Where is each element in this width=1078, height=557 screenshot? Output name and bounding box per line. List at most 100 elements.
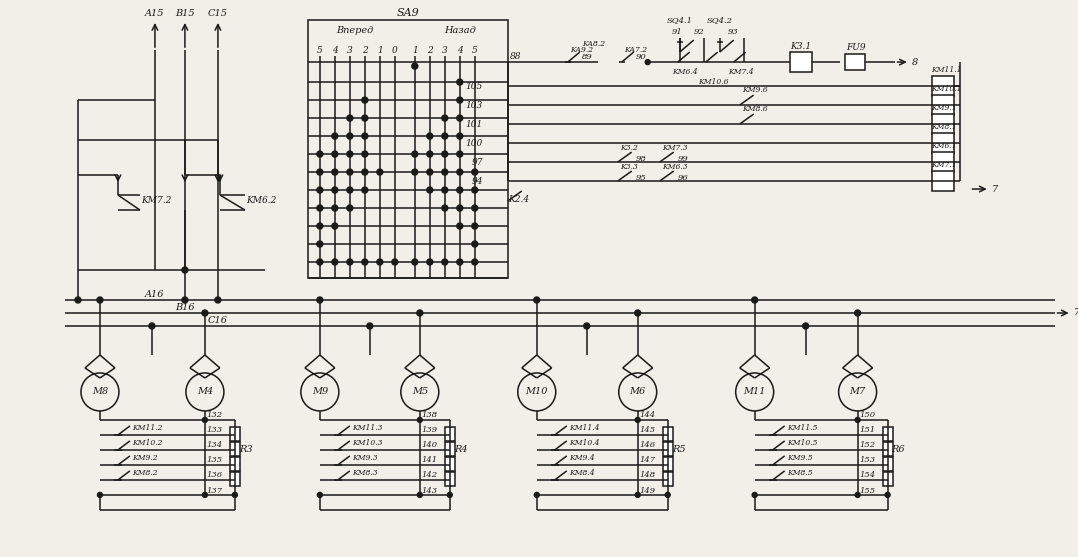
Text: 145: 145	[639, 426, 655, 434]
Circle shape	[472, 169, 478, 175]
Text: 153: 153	[859, 456, 875, 464]
Text: 151: 151	[859, 426, 875, 434]
Text: 3: 3	[442, 46, 447, 55]
Circle shape	[332, 133, 337, 139]
Circle shape	[391, 259, 398, 265]
Text: M8: M8	[92, 388, 108, 397]
Circle shape	[301, 373, 338, 411]
Text: 5: 5	[472, 46, 478, 55]
Text: SA9: SA9	[397, 8, 419, 18]
Circle shape	[635, 310, 640, 316]
Circle shape	[752, 492, 757, 497]
Circle shape	[472, 187, 478, 193]
Circle shape	[855, 310, 860, 316]
Text: SQ4.2: SQ4.2	[707, 16, 733, 24]
Text: 2: 2	[427, 46, 432, 55]
Circle shape	[885, 492, 890, 497]
Text: 132: 132	[207, 411, 223, 419]
Text: 99: 99	[678, 155, 689, 163]
Circle shape	[457, 169, 462, 175]
Circle shape	[457, 79, 462, 85]
Text: R6: R6	[892, 446, 906, 455]
Text: KM9.2: KM9.2	[132, 454, 157, 462]
Circle shape	[332, 205, 337, 211]
Bar	[445, 442, 455, 456]
Bar	[663, 427, 673, 441]
Circle shape	[457, 259, 462, 265]
Circle shape	[457, 151, 462, 157]
Circle shape	[735, 373, 774, 411]
Text: KM8.6: KM8.6	[742, 105, 768, 113]
Text: K2.4: K2.4	[508, 194, 529, 203]
Text: M11: M11	[744, 388, 765, 397]
Text: KM10.5: KM10.5	[787, 439, 817, 447]
Circle shape	[347, 205, 353, 211]
Text: KM6.1: KM6.1	[931, 142, 957, 150]
Circle shape	[457, 97, 462, 103]
Text: KM8.2: KM8.2	[132, 469, 157, 477]
Text: 7: 7	[1074, 309, 1078, 317]
Text: 136: 136	[207, 471, 223, 479]
Text: 105: 105	[466, 81, 483, 91]
Text: KM9.3: KM9.3	[351, 454, 377, 462]
Text: 4: 4	[332, 46, 337, 55]
Text: 133: 133	[207, 426, 223, 434]
Circle shape	[517, 373, 556, 411]
Circle shape	[215, 297, 221, 303]
Text: 101: 101	[466, 120, 483, 129]
Text: 141: 141	[421, 456, 438, 464]
Circle shape	[75, 297, 81, 303]
Circle shape	[332, 259, 337, 265]
Text: 140: 140	[421, 441, 438, 449]
Text: KM9.4: KM9.4	[569, 454, 594, 462]
Circle shape	[347, 187, 353, 193]
Text: KM7.4: KM7.4	[728, 68, 754, 76]
Circle shape	[442, 205, 447, 211]
Text: 146: 146	[639, 441, 655, 449]
Text: KM7.1: KM7.1	[931, 161, 957, 169]
Text: 7: 7	[992, 184, 998, 193]
Text: R4: R4	[454, 446, 468, 455]
Bar	[931, 152, 954, 172]
Circle shape	[317, 205, 322, 211]
Circle shape	[347, 259, 353, 265]
Text: 134: 134	[207, 441, 223, 449]
Circle shape	[442, 169, 447, 175]
Bar	[883, 442, 893, 456]
Text: 8: 8	[912, 57, 917, 67]
Text: 149: 149	[639, 487, 655, 495]
Text: 97: 97	[471, 158, 483, 167]
Text: C16: C16	[208, 316, 227, 325]
Text: K3.2: K3.2	[620, 144, 637, 152]
Text: K3.3: K3.3	[620, 163, 637, 171]
Circle shape	[347, 169, 353, 175]
Text: KM8.5: KM8.5	[787, 469, 813, 477]
Bar	[663, 442, 673, 456]
Text: 154: 154	[859, 471, 875, 479]
Text: M9: M9	[312, 388, 328, 397]
Circle shape	[442, 151, 447, 157]
Bar	[883, 457, 893, 471]
Circle shape	[332, 169, 337, 175]
Text: 90: 90	[636, 53, 647, 61]
Text: A16: A16	[146, 291, 165, 300]
Text: 138: 138	[421, 411, 438, 419]
Circle shape	[447, 492, 453, 497]
Circle shape	[367, 323, 373, 329]
Circle shape	[472, 205, 478, 211]
Bar	[445, 457, 455, 471]
Bar	[931, 114, 954, 134]
Bar	[845, 54, 865, 70]
Circle shape	[317, 187, 322, 193]
Text: K3.1: K3.1	[790, 42, 811, 51]
Text: 152: 152	[859, 441, 875, 449]
Circle shape	[362, 133, 368, 139]
Text: M7: M7	[849, 388, 866, 397]
Text: 92: 92	[694, 28, 704, 36]
Text: R3: R3	[239, 446, 252, 455]
Circle shape	[362, 169, 368, 175]
Circle shape	[317, 169, 322, 175]
Circle shape	[317, 492, 322, 497]
Circle shape	[427, 187, 432, 193]
Text: 93: 93	[728, 28, 738, 36]
